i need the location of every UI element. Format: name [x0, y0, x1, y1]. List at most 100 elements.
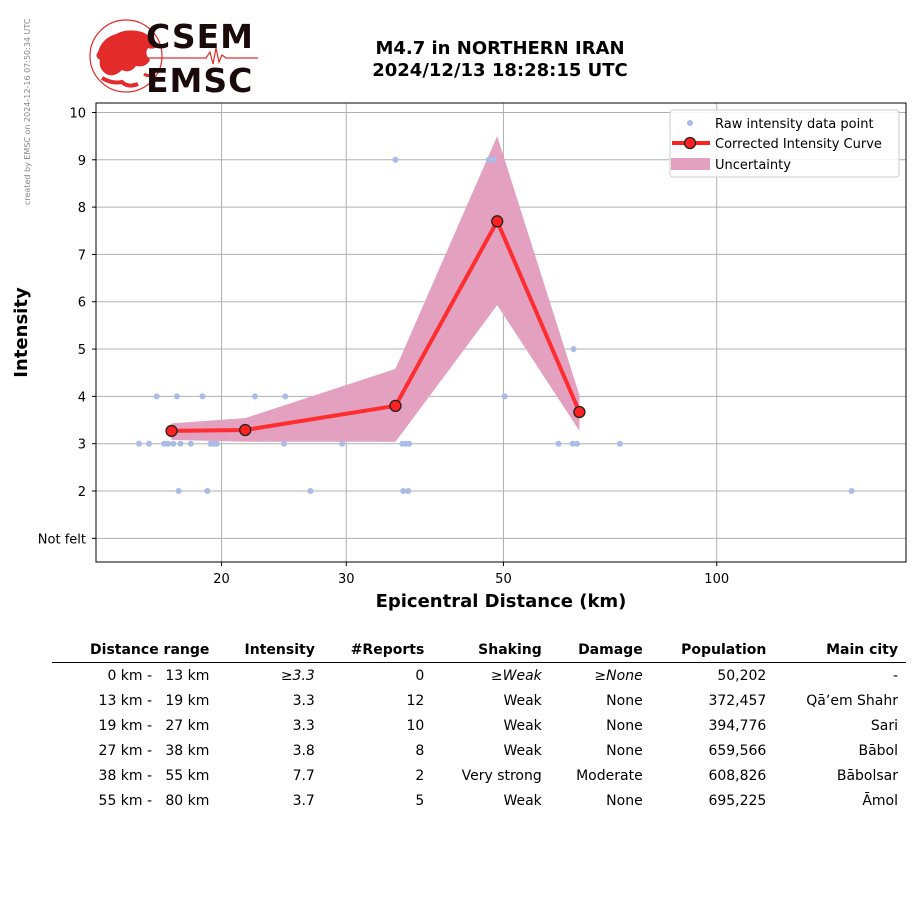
table-cell: 0	[415, 667, 425, 684]
curve-point	[573, 405, 586, 419]
emsc-logo: CSEM EMSC	[88, 18, 258, 98]
column-header: Distance range	[52, 640, 218, 663]
raw-data-point	[164, 440, 171, 447]
table-row: 19 km - 27 km 3.3 10 Weak None 394,776 Sari	[52, 713, 906, 738]
y-tick-label: 5	[78, 343, 86, 358]
raw-data-point	[153, 393, 160, 400]
y-tick-label: Not felt	[38, 532, 86, 547]
raw-data-point	[490, 156, 497, 163]
legend-box	[669, 109, 900, 178]
raw-data-point	[400, 488, 407, 495]
seismogram-icon	[146, 47, 258, 65]
table-cell: ≥None	[594, 667, 643, 684]
column-header: Shaking	[432, 640, 550, 663]
legend-band-swatch	[671, 158, 710, 170]
table-row: 27 km - 38 km 3.8 8 Weak None 659,566 Bābol	[52, 738, 906, 763]
raw-points-layer	[136, 156, 855, 495]
curve-layer	[165, 215, 586, 438]
y-tick-label: 2	[78, 485, 86, 500]
legend-entry-label: Corrected Intensity Curve	[715, 137, 882, 152]
table-cell: 50,202	[717, 667, 767, 684]
table-cell: 12	[406, 692, 425, 709]
legend-curve-marker	[683, 136, 697, 150]
curve-point	[389, 399, 402, 412]
x-tick-label: 30	[338, 572, 355, 587]
x-tick-label: 100	[704, 572, 729, 587]
table-cell: 3.7	[292, 792, 315, 809]
title-line-1: M4.7 in NORTHERN IRAN	[375, 38, 625, 59]
column-header: Population	[650, 640, 775, 663]
table-cell: Bābol	[858, 742, 898, 759]
x-tick-label: 20	[213, 572, 230, 587]
y-tick-label: 7	[78, 248, 86, 263]
raw-data-point	[501, 393, 508, 400]
raw-data-point	[555, 440, 562, 447]
column-header: Damage	[549, 640, 651, 663]
raw-data-point	[252, 393, 259, 400]
table-cell: 3.3	[292, 692, 315, 709]
y-tick-label: 9	[78, 154, 86, 169]
x-axis-label: Epicentral Distance (km)	[376, 591, 627, 612]
raw-data-point	[848, 488, 855, 495]
table-cell: None	[606, 792, 643, 809]
plot-frame	[95, 102, 907, 563]
table-cell: 659,566	[708, 742, 767, 759]
table-cell: Weak	[503, 717, 542, 734]
table-cell: 19 km - 27 km	[98, 717, 210, 734]
curve-point	[239, 423, 252, 437]
table-cell: Weak	[503, 692, 542, 709]
logo-emsc: EMSC	[146, 61, 254, 100]
table-row: 13 km - 19 km 3.3 12 Weak None 372,457 Qāʼem S…	[52, 688, 906, 713]
raw-data-point	[175, 488, 182, 495]
table-row: 38 km - 55 km 7.7 2 Very strong Moderate 608,…	[52, 763, 906, 788]
raw-data-point	[282, 393, 289, 400]
raw-data-point	[170, 440, 177, 447]
raw-data-point	[187, 440, 194, 447]
column-header: Intensity	[217, 640, 323, 663]
x-tick-label: 50	[495, 572, 512, 587]
raw-data-point	[307, 488, 314, 495]
raw-data-point	[204, 488, 211, 495]
legend-entry-label: Raw intensity data point	[715, 117, 874, 132]
table-cell: None	[606, 692, 643, 709]
table-cell: None	[606, 717, 643, 734]
curve-point	[491, 215, 504, 228]
table-cell: 695,225	[708, 792, 767, 809]
raw-data-point	[405, 488, 412, 495]
raw-data-point	[573, 440, 580, 447]
title-line-2: 2024/12/13 18:28:15 UTC	[372, 60, 628, 81]
table-cell: Weak	[503, 792, 542, 809]
table-cell: 394,776	[708, 717, 767, 734]
curve-point	[165, 424, 178, 438]
logo-csem: CSEM	[146, 17, 254, 56]
raw-data-point	[406, 440, 413, 447]
raw-data-point	[616, 440, 623, 447]
raw-data-point	[570, 346, 577, 353]
table-cell: 0 km - 13 km	[107, 667, 210, 684]
table-cell: 5	[415, 792, 425, 809]
raw-data-point	[136, 440, 143, 447]
table-cell: 55 km - 80 km	[98, 792, 210, 809]
raw-data-point	[485, 156, 492, 163]
y-tick-label: 4	[78, 390, 86, 405]
table-cell: Very strong	[461, 767, 542, 784]
raw-data-point	[392, 156, 399, 163]
table-row: 0 km - 13 km ≥3.3 0 ≥Weak ≥None 50,202 -	[52, 663, 906, 689]
table-cell: Āmol	[862, 792, 898, 809]
table-cell: 10	[406, 717, 425, 734]
table-cell: ≥3.3	[280, 667, 315, 684]
table-cell: Weak	[503, 742, 542, 759]
raw-data-point	[145, 440, 152, 447]
table-cell: Moderate	[576, 767, 643, 784]
table-cell: -	[892, 667, 898, 684]
raw-data-point	[213, 440, 220, 447]
intensity-summary-table: Distance range Intensity #Reports Shaking Da…	[52, 640, 906, 813]
table-cell: ≥Weak	[490, 667, 542, 684]
table-cell: 8	[415, 742, 425, 759]
legend-raw-marker	[687, 120, 693, 126]
raw-data-point	[569, 440, 576, 447]
table-cell: Qāʼem Shahr	[806, 692, 898, 709]
raw-data-point	[199, 393, 206, 400]
globe-icon	[89, 19, 163, 93]
table-cell: 38 km - 55 km	[98, 767, 210, 784]
